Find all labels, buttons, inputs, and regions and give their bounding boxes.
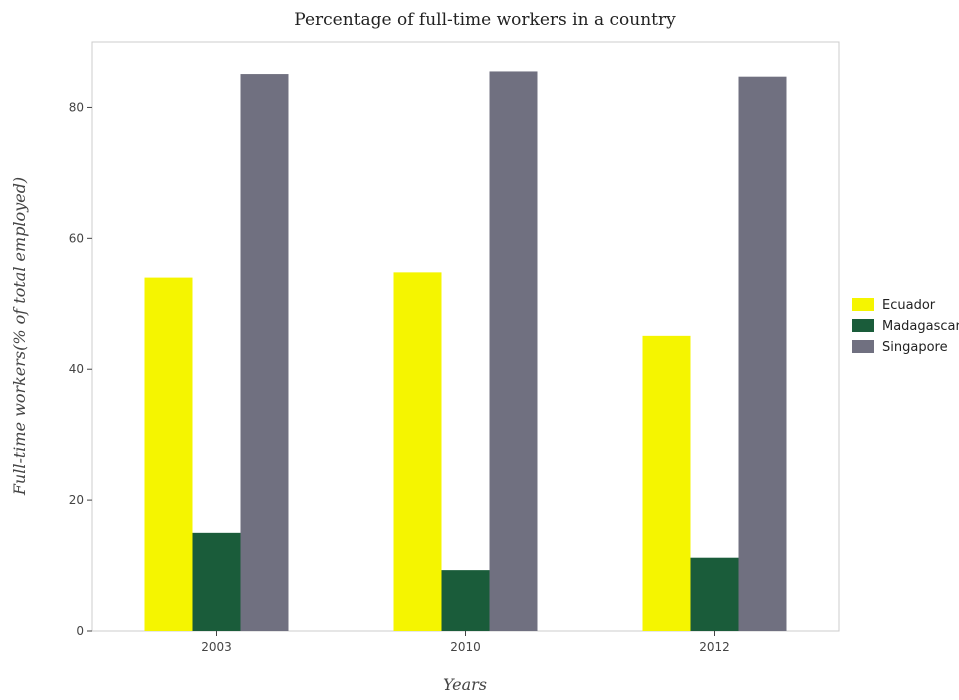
bar-madagascar-2003 (192, 532, 241, 631)
x-tick-label: 2003 (201, 640, 232, 654)
chart-title: Percentage of full-time workers in a cou… (294, 10, 676, 30)
legend-swatch-ecuador (852, 298, 874, 311)
bar-ecuador-2003 (144, 277, 193, 631)
bar-singapore-2003 (240, 74, 289, 632)
y-axis-label: Full-time workers(% of total employed) (10, 177, 29, 496)
y-tick-label: 80 (69, 100, 84, 114)
legend-swatch-madagascar (852, 319, 874, 332)
legend-label-madagascar: Madagascar (882, 319, 959, 334)
x-axis: 2003 2010 2012 (201, 631, 730, 654)
bar-singapore-2010 (489, 71, 538, 631)
bar-madagascar-2010 (441, 570, 490, 631)
bar-ecuador-2010 (393, 272, 442, 631)
legend-swatch-singapore (852, 340, 874, 353)
bar-ecuador-2012 (642, 335, 691, 631)
bar-madagascar-2012 (690, 557, 739, 631)
legend-label-singapore: Singapore (882, 340, 948, 355)
y-tick-label: 20 (69, 493, 84, 507)
y-tick-label: 60 (69, 231, 84, 245)
y-tick-label: 40 (69, 362, 84, 376)
x-axis-label: Years (443, 675, 487, 694)
y-axis: 0 20 40 60 80 (69, 100, 92, 638)
legend-label-ecuador: Ecuador (882, 298, 936, 313)
legend: Ecuador Madagascar Singapore (852, 298, 959, 355)
bar-singapore-2012 (738, 76, 787, 632)
x-tick-label: 2012 (699, 640, 730, 654)
y-tick-label: 0 (76, 624, 84, 638)
bars-layer (144, 71, 787, 632)
x-tick-label: 2010 (450, 640, 481, 654)
